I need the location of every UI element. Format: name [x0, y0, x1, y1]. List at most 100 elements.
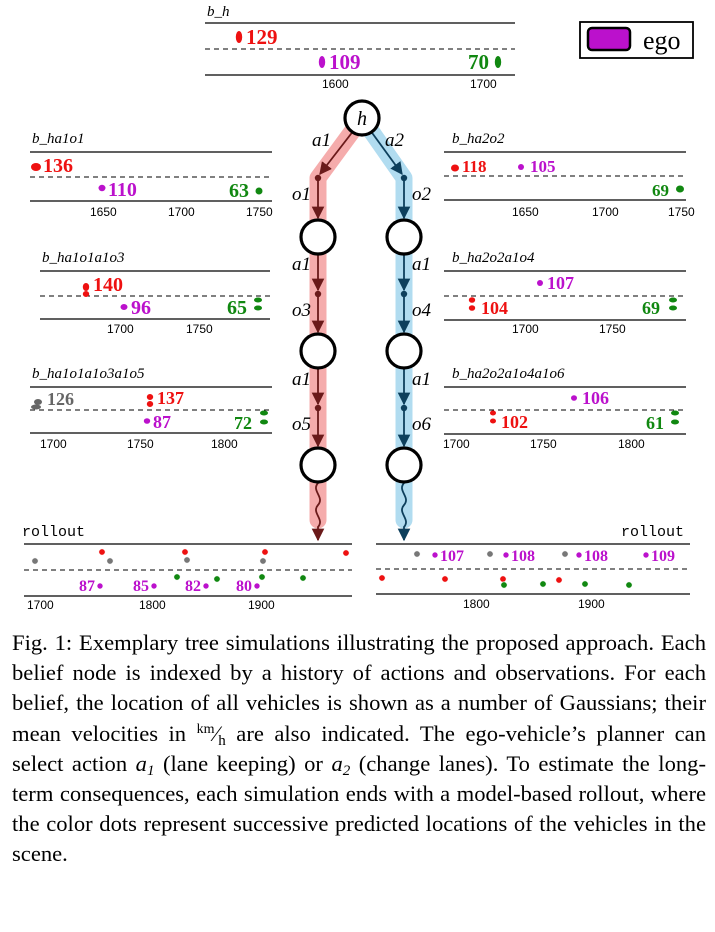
left-o2-label: o3 [292, 300, 311, 321]
tick-label: 1800 [618, 437, 645, 451]
left-a3-label: a1 [292, 369, 311, 390]
rollout-velocity: 85 [133, 578, 149, 595]
vehicle-blob [671, 420, 679, 425]
vehicle-blob [31, 405, 41, 410]
rollout-velocity: 107 [440, 548, 464, 565]
panel-title: b_h [207, 4, 230, 20]
vehicle-blob [469, 305, 475, 311]
tree: h a1 o1 a1 o3 a1 o5 a2 o2 a1 o4 a1 o6 [292, 101, 432, 540]
panel-title: b_ha2o2a1o4a1o6 [452, 366, 565, 382]
left-o3-label: o5 [292, 414, 311, 435]
vehicle-blob [256, 188, 263, 195]
panel-title: b_ha1o1a1o3 [42, 250, 125, 266]
panel-r1: b_ha2o2 118 105 69 1650 1700 1750 [444, 131, 695, 219]
rollout-velocity: 82 [185, 578, 201, 595]
tick-label: 1700 [168, 205, 195, 219]
vehicle-velocity: 96 [131, 297, 151, 319]
vehicle-blob [260, 411, 268, 416]
rollout-velocity: 108 [511, 548, 535, 565]
vehicle-velocity: 110 [108, 179, 137, 201]
vehicle-blob [31, 163, 41, 171]
action-a1: a1 [136, 751, 155, 776]
tick-label: 1700 [512, 322, 539, 336]
vehicle-blob [671, 411, 679, 416]
left-a1-label: a1 [312, 130, 331, 151]
vehicle-velocity: 126 [47, 389, 74, 409]
vehicle-blob [676, 186, 684, 193]
node-r2 [387, 334, 421, 368]
vehicle-blob [254, 298, 262, 303]
vehicle-blob [254, 306, 262, 311]
vehicle-blob [260, 420, 268, 425]
panel-bh: b_h 129 109 70 1600 1700 [205, 4, 515, 91]
vehicle-velocity: 69 [642, 298, 660, 318]
vehicle-blob [490, 419, 496, 424]
tick-label: 1600 [322, 77, 349, 91]
vehicle-velocity: 118 [462, 157, 487, 176]
right-o2-label: o4 [412, 300, 432, 321]
node-r3 [387, 448, 421, 482]
vehicle-blob [451, 165, 459, 172]
figure-caption: Fig. 1: Exemplary tree simulations illus… [12, 628, 706, 870]
vehicle-blob [518, 164, 524, 170]
panel-l2: b_ha1o1a1o3 140 96 65 1700 1750 [40, 250, 270, 336]
panel-l1: b_ha1o1 136 110 63 1650 1700 1750 [30, 131, 273, 219]
vehicle-blob [99, 185, 106, 191]
tick-label: 1700 [592, 205, 619, 219]
rollout-velocity: 109 [651, 548, 675, 565]
tick-label: 1700 [470, 77, 497, 91]
vehicle-velocity: 104 [481, 298, 508, 318]
rollout-right: rollout 107 108 108 109 1800 1900 [376, 524, 690, 611]
tick-label: 1700 [27, 598, 54, 612]
vehicle-velocity: 61 [646, 413, 664, 433]
vehicle-blob [147, 394, 153, 400]
velocity-unit: km⁄h [197, 721, 226, 746]
right-a2-label: a1 [412, 254, 431, 275]
vehicle-velocity: 137 [157, 388, 184, 408]
tick-label: 1700 [40, 437, 67, 451]
vehicle-blob [236, 31, 242, 43]
tick-label: 1650 [90, 205, 117, 219]
vehicle-blob [34, 399, 42, 405]
tick-label: 1650 [512, 205, 539, 219]
right-a3-label: a1 [412, 369, 431, 390]
rollout-velocity: 108 [584, 548, 608, 565]
tick-label: 1800 [211, 437, 238, 451]
tick-label: 1800 [139, 598, 166, 612]
left-a2-label: a1 [292, 254, 311, 275]
node-r1 [387, 220, 421, 254]
tick-label: 1800 [463, 597, 490, 611]
vehicle-velocity: 107 [547, 273, 574, 293]
tick-label: 1750 [127, 437, 154, 451]
node-l1 [301, 220, 335, 254]
tick-label: 1700 [443, 437, 470, 451]
vehicle-blob [669, 298, 677, 303]
panel-r2: b_ha2o2a1o4 107 104 69 1700 1750 [444, 250, 686, 336]
vehicle-velocity: 70 [468, 50, 489, 74]
vehicle-velocity: 140 [93, 274, 123, 296]
vehicle-velocity: 105 [530, 157, 556, 176]
right-a1-label: a2 [385, 130, 405, 151]
root-node-label: h [357, 108, 367, 130]
tick-label: 1750 [668, 205, 695, 219]
rollout-velocity: 80 [236, 578, 252, 595]
vehicle-velocity: 65 [227, 297, 247, 319]
panel-title: b_ha1o1a1o3a1o5 [32, 366, 145, 382]
tick-label: 1750 [186, 322, 213, 336]
caption-text-3: (lane keeping) or [163, 751, 323, 776]
panel-r3: b_ha2o2a1o4a1o6 106 102 61 1700 1750 180… [443, 366, 686, 451]
vehicle-blob [83, 283, 89, 291]
legend: ego [580, 22, 693, 58]
vehicle-blob [571, 395, 577, 401]
vehicle-velocity: 69 [652, 181, 669, 200]
caption-label: Fig. 1: [12, 630, 72, 655]
right-o3-label: o6 [412, 414, 432, 435]
panel-title: b_ha2o2 [452, 131, 505, 147]
vehicle-blob [469, 297, 475, 303]
rollout-left: rollout 87 85 82 80 1700 1800 1900 [22, 524, 352, 612]
tick-label: 1900 [248, 598, 275, 612]
vehicle-blob [121, 304, 128, 310]
vehicle-velocity: 63 [229, 180, 249, 202]
tick-label: 1900 [578, 597, 605, 611]
left-o1-label: o1 [292, 184, 311, 205]
